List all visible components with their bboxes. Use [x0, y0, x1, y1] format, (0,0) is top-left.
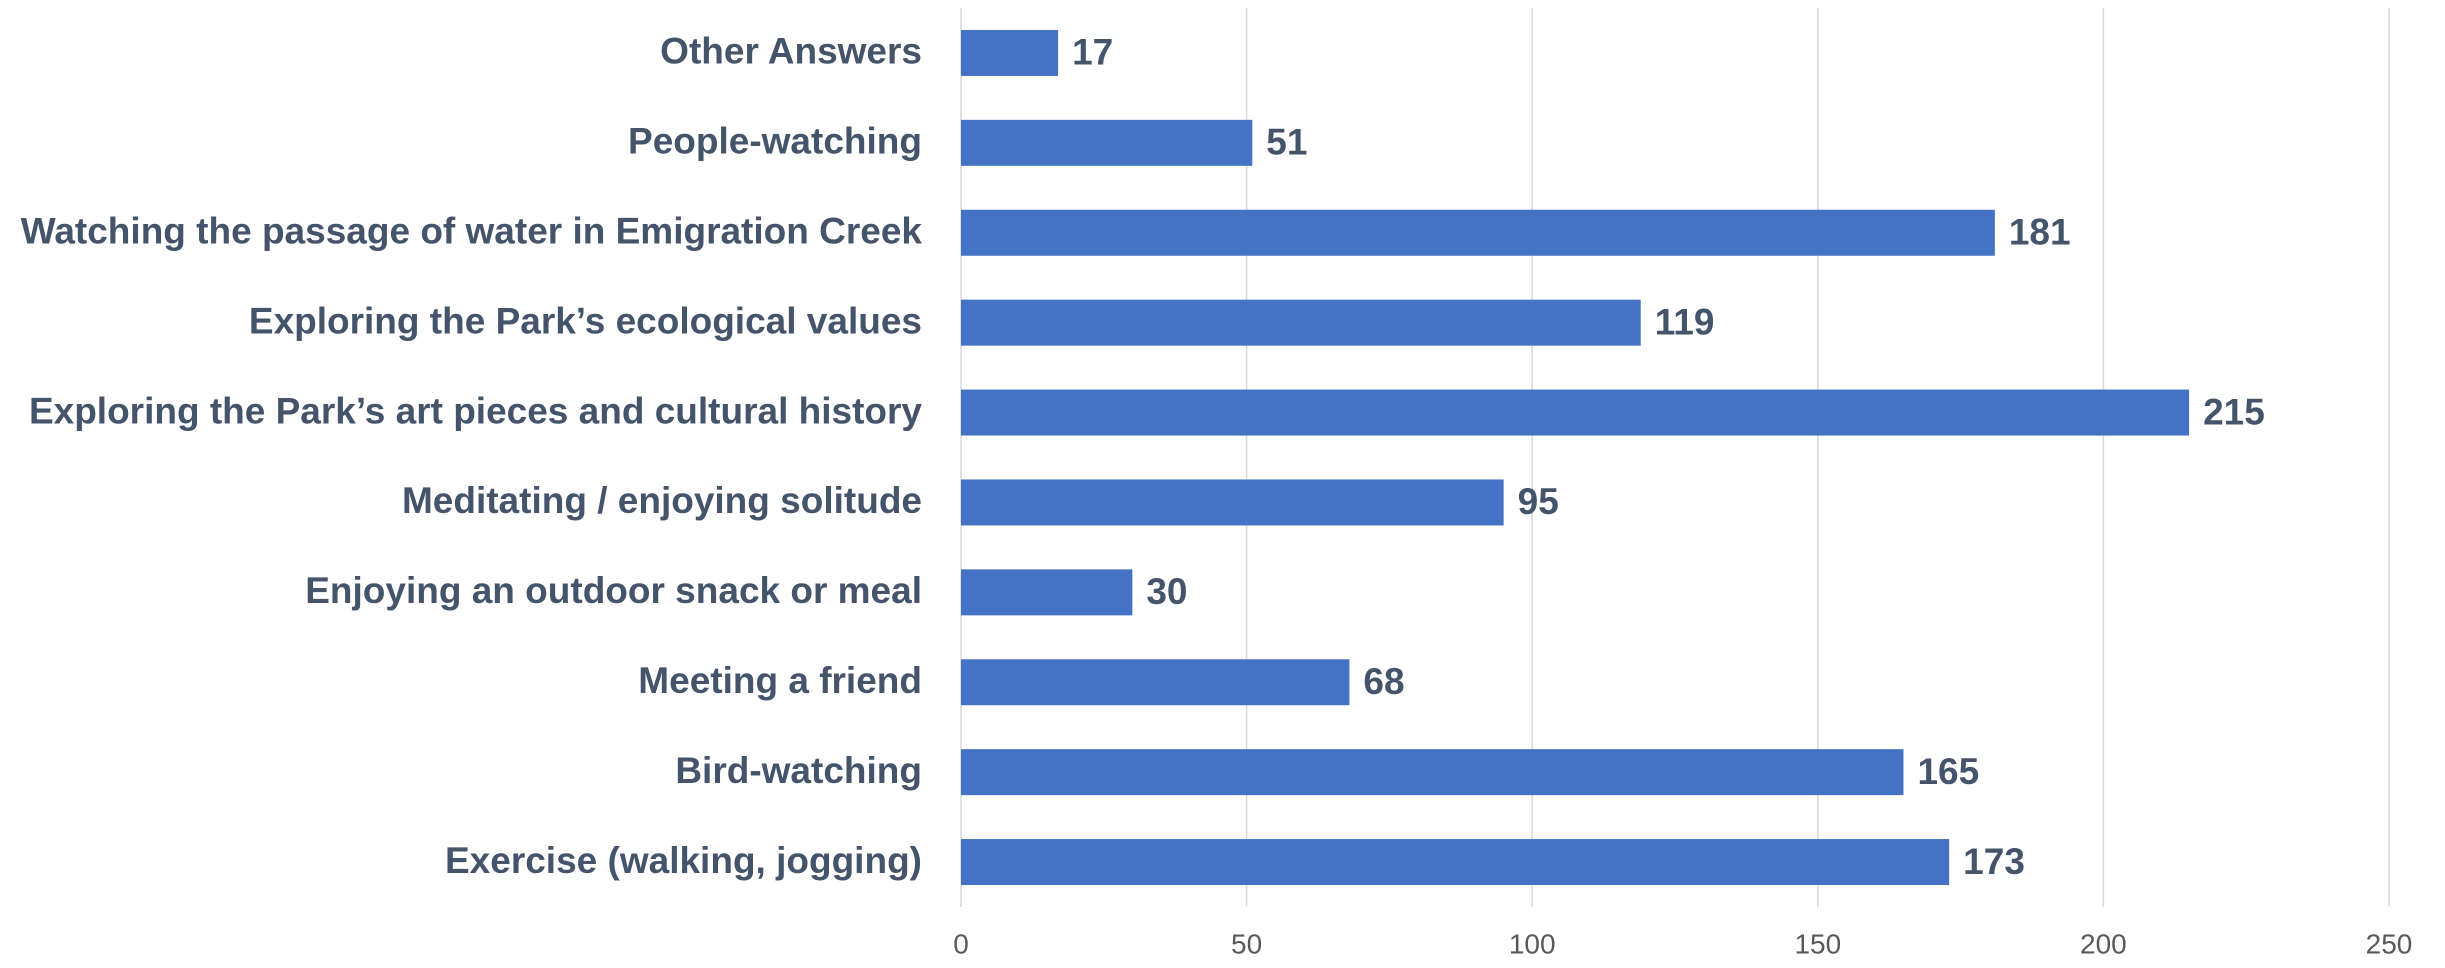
- x-tick-label: 0: [953, 928, 969, 959]
- data-label: 119: [1655, 301, 1715, 342]
- bar: [961, 569, 1133, 616]
- category-label: Enjoying an outdoor snack or meal: [305, 570, 922, 611]
- category-label: Meditating / enjoying solitude: [402, 480, 922, 521]
- category-label: Watching the passage of water in Emigrat…: [21, 211, 923, 252]
- bar: [961, 749, 1904, 796]
- x-tick-label: 50: [1231, 928, 1262, 959]
- data-label: 181: [2009, 212, 2071, 253]
- bar: [961, 389, 2190, 436]
- bar: [961, 209, 1995, 256]
- category-label: Other Answers: [660, 31, 922, 72]
- x-tick-label: 100: [1509, 928, 1556, 959]
- category-label: Bird-watching: [675, 750, 922, 791]
- category-label: Meeting a friend: [638, 660, 922, 701]
- category-label: Exercise (walking, jogging): [445, 840, 922, 881]
- category-label: Exploring the Park’s art pieces and cult…: [29, 390, 922, 431]
- data-label: 30: [1146, 571, 1187, 612]
- bar: [961, 119, 1253, 166]
- data-label: 173: [1963, 841, 2025, 882]
- data-label: 215: [2203, 391, 2265, 432]
- data-label: 165: [1917, 751, 1979, 792]
- data-label: 95: [1518, 481, 1559, 522]
- bar: [961, 29, 1059, 76]
- data-label: 51: [1266, 122, 1307, 163]
- x-tick-label: 250: [2366, 928, 2413, 959]
- data-label: 68: [1363, 661, 1404, 702]
- category-label: People-watching: [628, 121, 922, 162]
- category-label: Exploring the Park’s ecological values: [249, 300, 922, 341]
- bar: [961, 479, 1504, 526]
- bar: [961, 299, 1641, 346]
- x-tick-label: 200: [2080, 928, 2127, 959]
- bar: [961, 659, 1350, 706]
- bar: [961, 839, 1950, 886]
- data-label: 17: [1072, 32, 1113, 73]
- x-tick-label: 150: [1794, 928, 1841, 959]
